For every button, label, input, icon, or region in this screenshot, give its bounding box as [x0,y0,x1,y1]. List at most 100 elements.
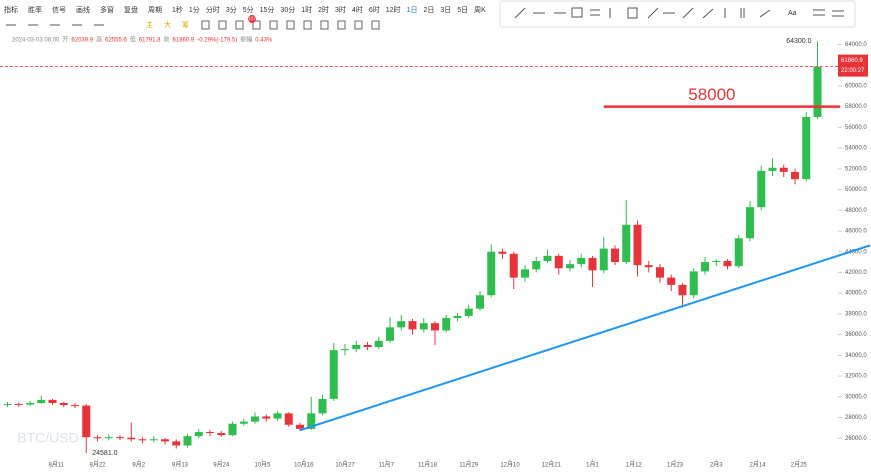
toolbar-item[interactable]: 5分 [243,5,254,14]
x-tick-label: 9月24 [213,462,230,469]
candle-body [521,269,529,278]
candle-body [667,277,676,285]
y-tick-label: 40000.0 [845,291,867,297]
toolbar-item[interactable]: 1分 [189,5,200,14]
toolbar-item[interactable]: 1时 [301,5,312,14]
candle-body [678,284,687,296]
draw-text-tool[interactable]: Aa [788,10,797,17]
candle-body [273,413,282,419]
toolbar-item[interactable]: 1日 [407,6,418,14]
price-label: 61860.9 [841,58,863,64]
candle-body [104,437,113,439]
candle-body [341,349,349,351]
toolbar-item[interactable]: 画线 [76,5,90,14]
candle-body [802,116,811,180]
candle-body [419,323,428,330]
toolbar-item[interactable]: 3分 [226,5,237,14]
toolbar-item[interactable]: 15分 [260,5,275,14]
header-text: -0.29%(-179.5) [197,38,237,44]
x-tick-label: 9月2 [132,462,145,469]
toolbar-item[interactable]: 胜率 [28,5,42,14]
toolbar-item[interactable]: 6时 [369,5,380,14]
candle-body [93,437,102,439]
x-tick-label: 10月27 [335,462,355,469]
y-tick-label: 34000.0 [845,353,867,359]
draw-icons [514,7,844,19]
watermark: BTC/USD [17,430,78,446]
candle-body [183,436,192,446]
draw-toolbar[interactable] [499,0,856,28]
toolbar-item[interactable]: 2时 [318,5,329,14]
toolbar-item[interactable]: 信号 [52,5,66,14]
x-tick-label: 1月1 [586,462,599,469]
toolbar-item[interactable]: 2日 [423,6,434,14]
x-tick-label: 12月21 [542,462,562,469]
x-tick-label: 2月14 [749,462,766,469]
candle-body [779,167,788,172]
candle-body [813,66,822,117]
candle-body [71,405,79,407]
candle-body [374,340,383,348]
toolbar-item[interactable]: 多窗 [100,5,114,14]
x-tick-label: 11月7 [378,462,394,469]
candle-body [487,251,496,296]
candle-body [284,413,293,425]
toolbar-item[interactable]: 12时 [386,5,401,14]
y-tick-label: 56000.0 [845,125,867,131]
candle-body [554,255,563,269]
candle-body [206,432,214,434]
candle-body [116,437,124,439]
toolbar-item[interactable]: 3时 [335,5,346,14]
y-tick-label: 58000.0 [845,104,867,110]
toolbar-item[interactable]: 复盘 [124,5,138,14]
y-tick-label: 46000.0 [845,229,867,235]
tool-icon [286,20,295,30]
candle-body [48,399,57,404]
toolbar-item[interactable]: 周期 [148,6,162,14]
toolbar-item[interactable]: 周K [474,6,486,14]
toolbar-item[interactable]: 分时 [206,5,220,14]
candle-body [746,207,754,239]
candle-body [476,295,484,309]
toolbar-item[interactable]: 4时 [352,5,363,14]
y-tick-label: 50000.0 [845,187,867,193]
toolbar-item[interactable]: 筹 [182,20,189,29]
candle-body [329,350,338,399]
candle-body [26,403,34,405]
toolbar-item[interactable]: 5日 [457,6,468,14]
candle-body [149,439,158,441]
x-tick-label: 10月16 [294,462,314,469]
candle-body [59,403,68,406]
candle-body [307,413,316,429]
y-tick-label: 60000.0 [845,83,867,89]
y-tick-label: 64000.0 [845,42,867,48]
candle-body [588,257,597,271]
tool-icon [201,20,210,30]
toolbar-item[interactable]: 主 [146,20,153,29]
tool-icon [235,20,244,30]
toolbar-item[interactable]: 指标 [4,5,18,14]
toolbar-item[interactable]: 3日 [440,6,451,14]
toolbar-item[interactable]: 1秒 [172,5,183,14]
toolbar-item[interactable]: 大 [164,20,171,29]
tool-icon [354,20,363,30]
tool-icon [252,20,261,30]
candle-body [532,261,541,270]
y-tick-label: 54000.0 [845,146,867,152]
candle-body [599,248,608,271]
candle-body [14,404,23,406]
candle-body [701,262,709,272]
candle-body [577,257,586,265]
toolbar-item[interactable]: 30分 [280,5,295,14]
y-tick-label: 38000.0 [845,311,867,317]
y-tick-label: 30000.0 [845,394,867,400]
header-text: 低 [130,36,136,44]
price-tag [838,54,868,77]
min-label: 24581.0 [92,450,117,457]
candle-body [251,416,259,422]
x-tick-label: 1月23 [667,462,684,469]
candle-body [689,271,698,296]
header-text: 振幅 [240,36,252,44]
header-text: 收 [164,36,170,44]
